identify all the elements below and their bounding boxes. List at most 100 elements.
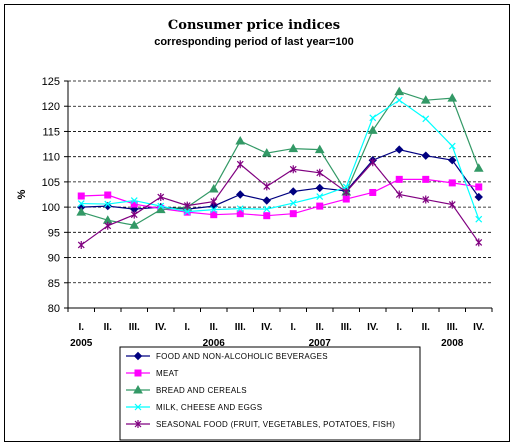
data-point: [235, 136, 246, 145]
data-point: [475, 238, 483, 247]
x-tick-label: I.: [396, 322, 402, 333]
x-tick-label: IV.: [367, 322, 379, 333]
x-tick-label: II.: [104, 322, 113, 333]
data-point: [369, 188, 377, 196]
data-point: [316, 193, 324, 200]
data-point: [157, 202, 165, 210]
data-point: [314, 144, 325, 154]
chart-frame: Consumer price indices corresponding per…: [4, 4, 510, 442]
y-tick-label: 110: [42, 152, 60, 164]
y-tick-label: 90: [48, 253, 60, 265]
data-point: [262, 196, 271, 205]
data-point: [183, 208, 191, 216]
series-line: [80, 161, 480, 246]
data-point: [289, 199, 297, 207]
data-point: [421, 151, 430, 160]
data-point: [342, 195, 350, 203]
x-tick-label: IV.: [155, 322, 167, 333]
data-point: [474, 192, 483, 202]
data-point: [77, 192, 85, 200]
data-point: [448, 179, 456, 187]
data-point: [288, 143, 299, 153]
data-point: [475, 215, 483, 223]
data-point: [263, 212, 271, 220]
year-label: 2005: [70, 338, 93, 349]
data-point: [210, 197, 218, 206]
legend-label: MILK, CHEESE AND EGGS: [156, 403, 262, 412]
series-4: [77, 96, 483, 223]
data-point: [155, 204, 166, 214]
y-tick-labels: 80 85 90 95 100 105 110 115 120 125: [42, 76, 60, 315]
y-axis-label: %: [16, 189, 28, 199]
data-point: [236, 190, 245, 199]
data-point: [367, 125, 378, 134]
chart-title: Consumer price indices: [168, 18, 340, 33]
data-point: [422, 195, 430, 204]
data-point: [130, 197, 138, 204]
x-tick-label: I.: [78, 322, 84, 333]
data-point: [77, 200, 85, 208]
y-tick-label: 80: [48, 303, 60, 315]
data-point: [422, 115, 430, 123]
data-point: [447, 93, 458, 102]
data-point: [133, 351, 143, 361]
data-point: [263, 205, 271, 213]
legend-label: MEAT: [156, 369, 179, 378]
data-point: [448, 155, 457, 165]
series-5: [77, 158, 483, 249]
data-point: [130, 210, 138, 219]
legend-item: MILK, CHEESE AND EGGS: [126, 403, 262, 412]
y-tick-label: 105: [42, 177, 60, 189]
legend-item: MEAT: [126, 369, 179, 378]
grid-lines: [68, 80, 492, 284]
legend-box: [119, 346, 421, 441]
data-point: [475, 183, 483, 191]
y-tick-label: 95: [48, 227, 60, 239]
year-labels: 2005 2006 2007 2008: [70, 338, 464, 349]
legend: FOOD AND NON-ALCOHOLIC BEVERAGES MEAT BREA…: [126, 351, 395, 429]
data-point: [289, 165, 297, 174]
data-point: [394, 86, 405, 96]
x-tick-label: I.: [290, 322, 296, 333]
data-point: [157, 193, 165, 202]
year-label: 2008: [441, 338, 464, 349]
series-2: [77, 175, 483, 220]
data-point: [76, 207, 87, 216]
x-tick-label: II.: [210, 322, 219, 333]
x-tick-label: IV.: [261, 322, 273, 333]
data-point: [369, 158, 377, 167]
year-label: 2007: [309, 338, 332, 349]
line-chart: Consumer price indices corresponding per…: [16, 18, 493, 441]
data-point: [134, 369, 142, 377]
data-point: [104, 221, 112, 230]
y-tick-label: 100: [42, 202, 60, 214]
data-point: [289, 187, 298, 196]
data-point: [395, 145, 404, 154]
chart-subtitle: corresponding period of last year=100: [154, 36, 354, 48]
data-point: [129, 220, 140, 229]
x-tick-label: III.: [447, 322, 458, 333]
series-line: [81, 148, 480, 210]
data-point: [422, 175, 430, 183]
data-point: [473, 163, 484, 172]
data-point: [133, 384, 143, 394]
x-tick-label: I.: [184, 322, 190, 333]
legend-item: BREAD AND CEREALS: [126, 384, 247, 395]
year-label: 2006: [203, 338, 226, 349]
data-point: [395, 190, 403, 199]
data-point: [210, 206, 218, 214]
x-tick-label: II.: [422, 322, 431, 333]
data-point: [316, 202, 324, 210]
series-3: [76, 86, 484, 229]
y-tick-label: 120: [42, 101, 60, 113]
y-tick-label: 115: [42, 126, 60, 138]
data-point: [448, 200, 456, 209]
data-point: [236, 160, 244, 169]
x-tick-label: III.: [129, 322, 140, 333]
series-line: [81, 90, 480, 226]
data-point: [395, 96, 403, 104]
data-point: [104, 200, 112, 208]
y-tick-label: 85: [48, 278, 60, 290]
legend-label: SEASONAL FOOD (FRUIT, VEGETABLES, POTATO…: [156, 420, 395, 429]
data-point: [316, 168, 324, 177]
